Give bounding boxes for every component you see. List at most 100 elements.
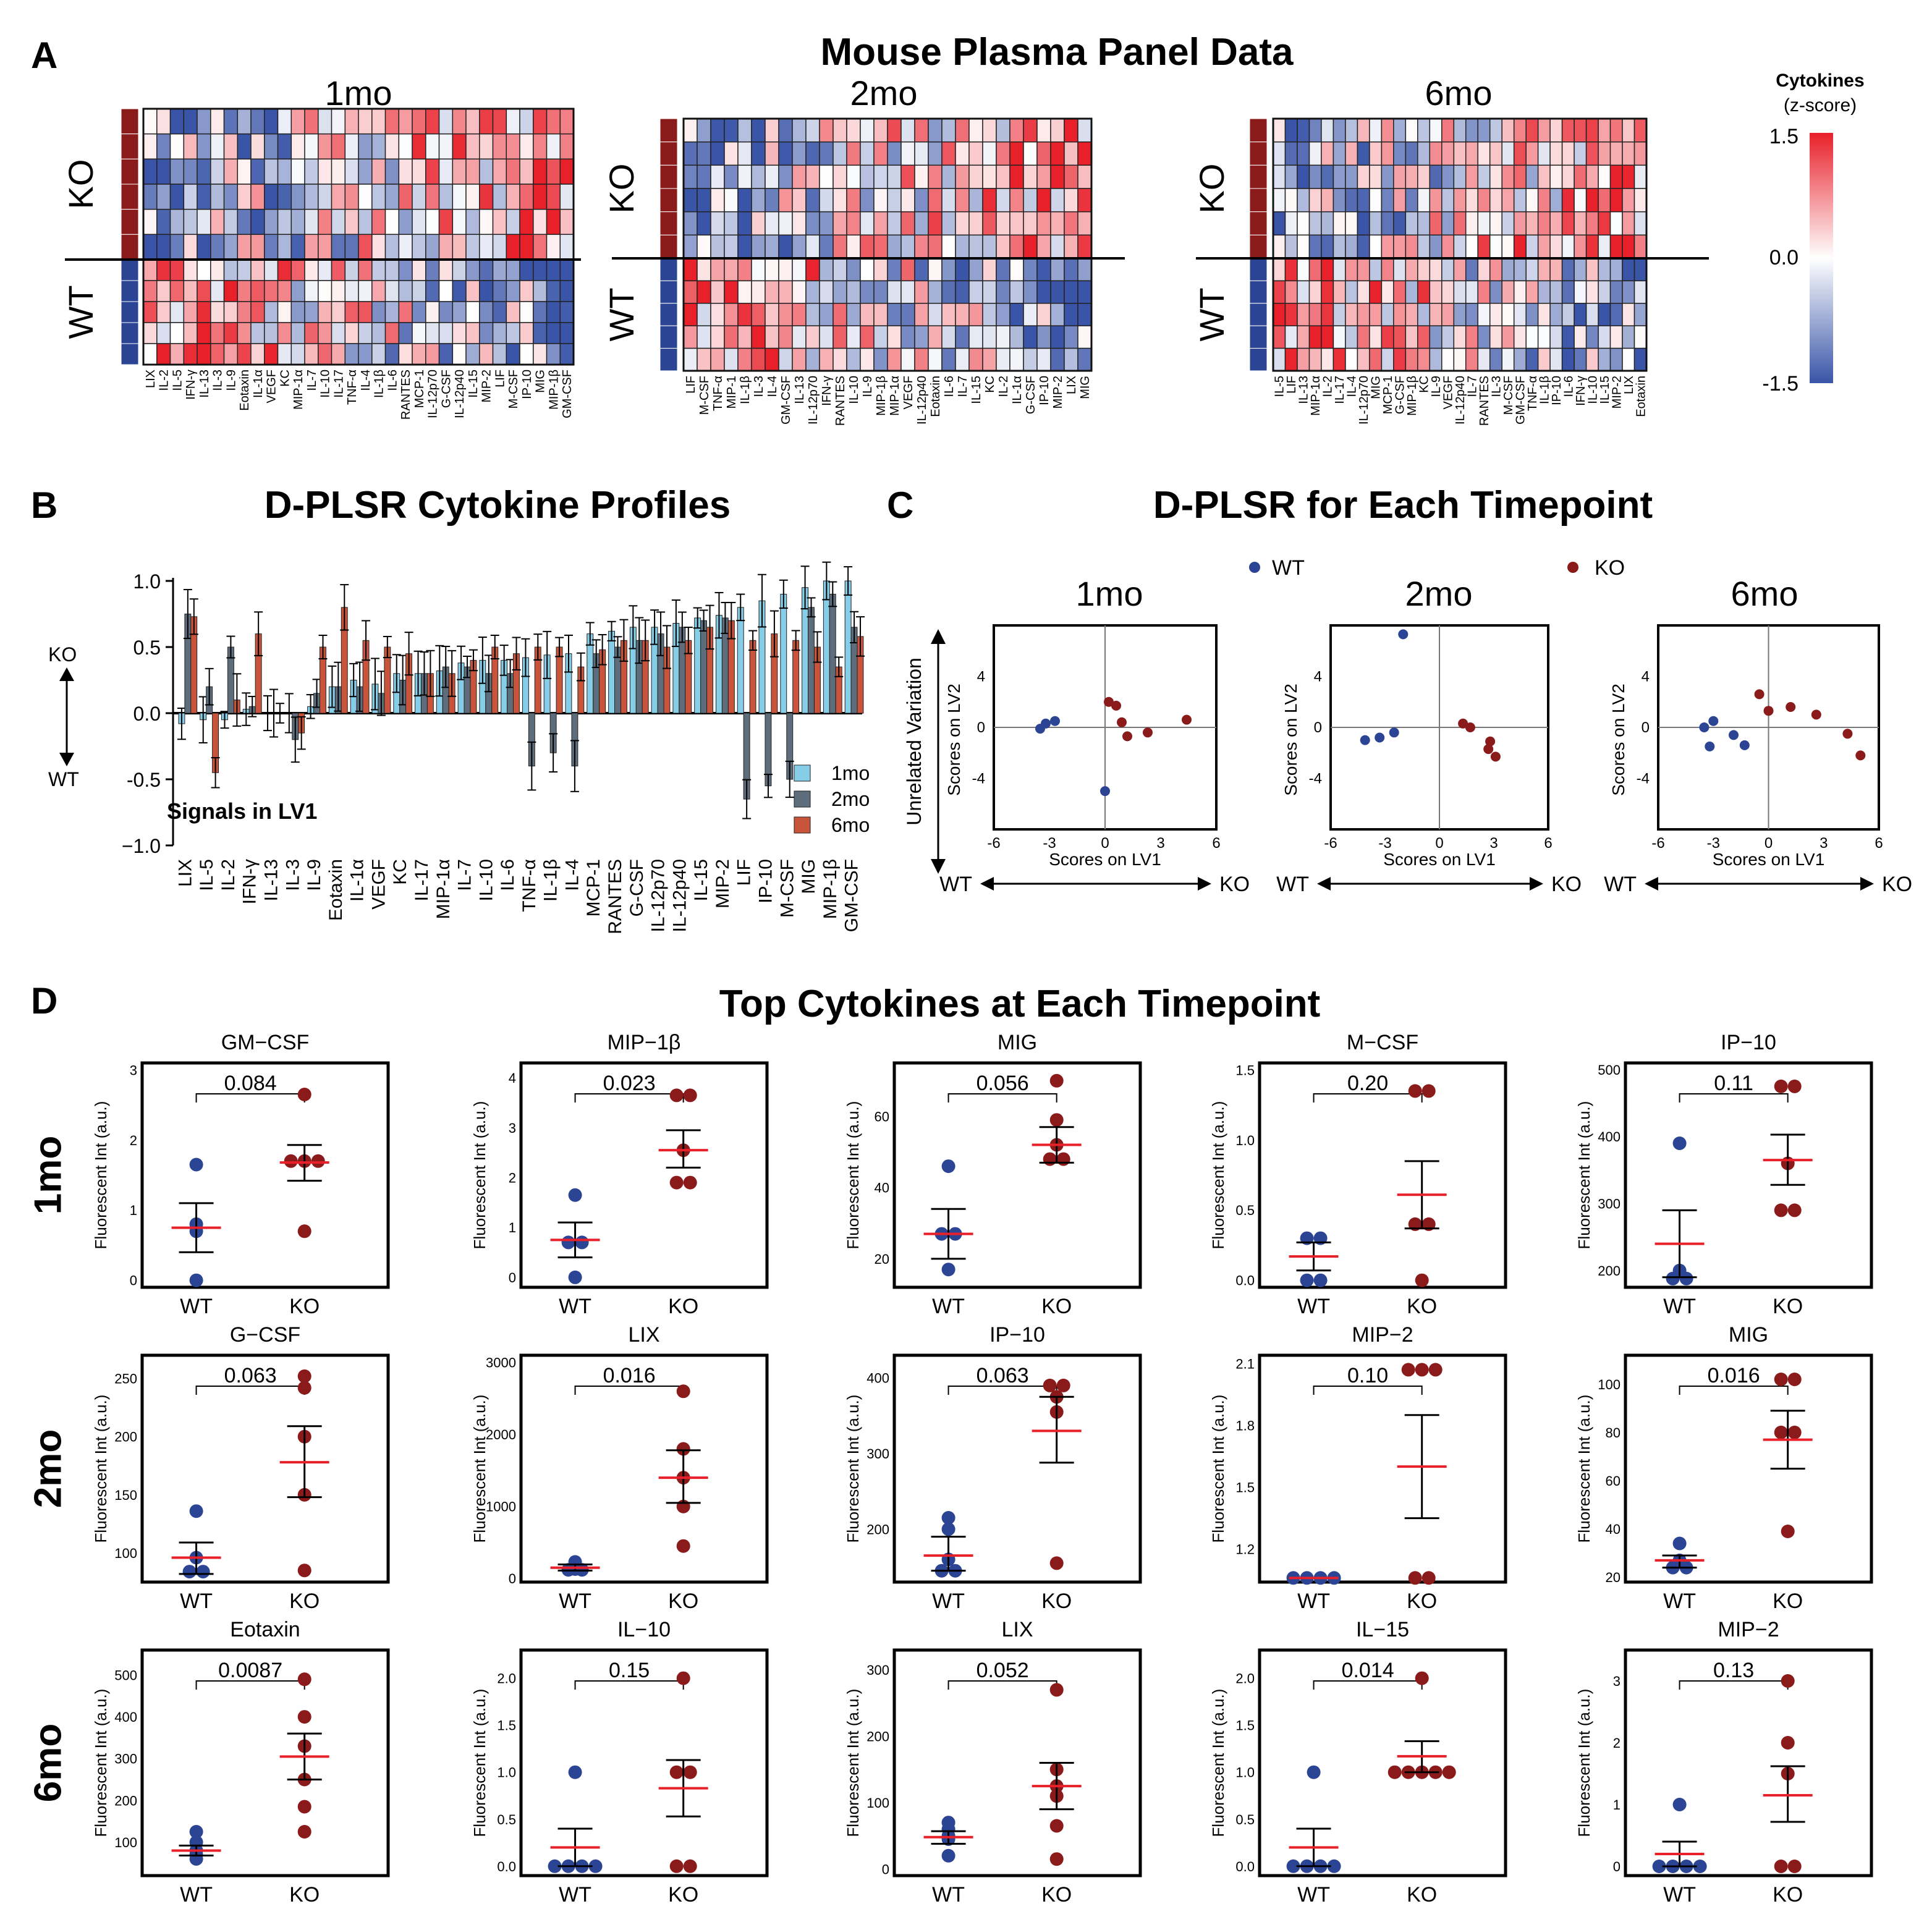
- heatmap-cell: [1308, 234, 1322, 259]
- heatmap-cell: [1064, 164, 1078, 189]
- heatmap-cell: [1429, 118, 1443, 143]
- heatmap-cell: [506, 133, 520, 160]
- heatmap-cell: [982, 188, 997, 213]
- heatmap-cell: [1393, 118, 1407, 143]
- heatmap-cell: [928, 211, 943, 236]
- point-ko: [1049, 1852, 1064, 1866]
- y-tick-label: 1: [1613, 1797, 1621, 1813]
- heatmap-cell: [223, 108, 239, 135]
- heatmap-cell: [819, 118, 834, 143]
- y-tick-label: 300: [866, 1662, 889, 1678]
- heatmap-cell: [250, 259, 265, 281]
- heatmap-cell: [751, 141, 766, 166]
- heatmap-cell: [371, 133, 386, 160]
- heatmap-cell: [724, 188, 739, 213]
- heatmap-column-label: IL-6: [943, 376, 956, 397]
- heatmap-cell: [1405, 211, 1418, 236]
- heatmap-cell: [1585, 325, 1599, 349]
- heatmap-cell: [1561, 234, 1575, 259]
- heatmap-cell: [900, 188, 915, 213]
- significance-bracket: [947, 1093, 1057, 1103]
- heatmap-cell: [1023, 347, 1038, 371]
- x-tick-ko: KO: [668, 1589, 698, 1613]
- wt-band-cell: [1249, 258, 1268, 281]
- dot-plot-title: GM−CSF: [221, 1031, 310, 1054]
- wt-band-cell: [1249, 325, 1268, 349]
- legend-label-1mo: 1mo: [831, 762, 870, 784]
- heatmap-cell: [778, 118, 793, 143]
- heatmap-cell: [277, 343, 292, 365]
- point-ko: [284, 1154, 298, 1168]
- heatmap-cell: [1284, 258, 1298, 282]
- heatmap-cell: [1489, 211, 1502, 236]
- y-tick-label: 4: [1314, 669, 1322, 685]
- heatmap-cell: [955, 258, 970, 282]
- heatmap-cell: [479, 108, 494, 135]
- heatmap-column-label: G-CSF: [1394, 376, 1407, 414]
- point-wt: [1100, 786, 1110, 797]
- point-wt: [941, 1848, 955, 1863]
- heatmap-cell: [955, 118, 970, 143]
- scatter-title: 1mo: [1076, 574, 1143, 613]
- point-wt: [1286, 1859, 1300, 1873]
- heatmap-column-label: IFN-γ: [184, 370, 198, 400]
- heatmap-cell: [751, 164, 766, 189]
- heatmap-cell: [546, 133, 561, 160]
- heatmap-cell: [765, 325, 779, 349]
- x-tick-label: 0: [1435, 835, 1443, 852]
- heatmap-cell: [1622, 141, 1635, 166]
- heatmap-cell: [304, 259, 319, 281]
- heatmap-cell: [1489, 347, 1502, 371]
- heatmap-cell: [559, 208, 574, 235]
- point-ko: [669, 1765, 684, 1779]
- heatmap-cell: [197, 158, 211, 185]
- heatmap-cell: [683, 164, 698, 189]
- heatmap-cell: [928, 258, 943, 282]
- heatmap-cell: [1405, 234, 1418, 259]
- heatmap-cell: [479, 158, 494, 185]
- point-wt: [196, 1565, 210, 1579]
- heatmap-cell: [1561, 280, 1575, 304]
- heatmap-cell: [887, 347, 902, 371]
- heatmap-cell: [1321, 188, 1334, 213]
- heatmap-cell: [1633, 188, 1647, 213]
- heatmap-cell: [1273, 164, 1286, 189]
- heatmap-cell: [546, 158, 561, 185]
- category-label: IL-15: [691, 859, 711, 901]
- left-arrowhead: [1645, 877, 1658, 891]
- heatmap-column-label: IL-10: [319, 370, 333, 398]
- heatmap-cell: [846, 258, 861, 282]
- right-arrowhead: [1530, 877, 1543, 891]
- heatmap-cell: [1284, 164, 1298, 189]
- ko-band-cell: [659, 188, 678, 213]
- y-tick-label: 3: [509, 1120, 516, 1136]
- heatmap-cell: [710, 141, 725, 166]
- heatmap-cell: [210, 322, 225, 344]
- heatmap-cell: [1501, 347, 1515, 371]
- heatmap-cell: [683, 118, 698, 143]
- x-tick-label: 6: [1212, 835, 1220, 852]
- heatmap-cell: [1561, 118, 1575, 143]
- heatmap-cell: [1525, 280, 1539, 304]
- heatmap-cell: [250, 301, 265, 323]
- ko-band-cell: [659, 118, 678, 143]
- heatmap-cell: [928, 347, 943, 371]
- heatmap-cell: [1549, 234, 1563, 259]
- heatmap-cell: [143, 108, 158, 135]
- heatmap-cell: [765, 280, 779, 304]
- ko-band-cell: [659, 164, 678, 189]
- heatmap-cell: [156, 234, 171, 260]
- heatmap-cell: [1585, 234, 1599, 259]
- x-tick-label: 3: [1156, 835, 1164, 852]
- heatmap-cell: [1537, 118, 1551, 143]
- wt-band-cell: [659, 280, 678, 304]
- heatmap-cell: [412, 184, 426, 210]
- heatmap-cell: [438, 184, 454, 210]
- heatmap-cell: [546, 234, 561, 260]
- point-wt: [568, 1270, 582, 1284]
- heatmap-cell: [914, 347, 929, 371]
- heatmap-cell: [546, 280, 561, 302]
- heatmap-cell: [1549, 211, 1563, 236]
- heatmap-cell: [465, 301, 480, 323]
